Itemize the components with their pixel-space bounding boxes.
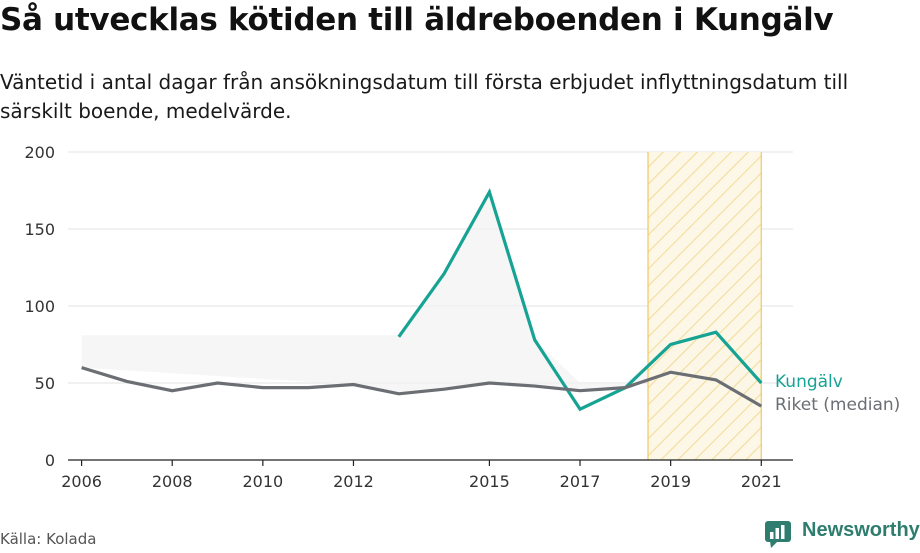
range-band	[81, 192, 762, 407]
x-tick-label: 2015	[469, 472, 510, 491]
x-tick-label: 2010	[242, 472, 283, 491]
chat-chart-icon	[765, 521, 791, 548]
x-tick-label: 2017	[560, 472, 601, 491]
x-tick-label: 2008	[152, 472, 193, 491]
chart-title: Så utvecklas kötiden till äldreboenden i…	[0, 2, 834, 38]
y-tick-label: 100	[24, 297, 55, 316]
riket-median-label: Riket (median)	[775, 395, 900, 415]
y-tick-label: 200	[24, 143, 55, 162]
axes: 0 50 100 150 200 2006 2008 2010 2012 2015 2017 2019…	[24, 143, 793, 491]
y-tick-label: 150	[24, 220, 55, 239]
series-lines	[81, 187, 763, 412]
riket-median-line	[81, 366, 763, 408]
line-chart: 0 50 100 150 200 2006 2008 2010 2012 2015 2017 2019…	[24, 143, 900, 491]
chart-subtitle: Väntetid i antal dagar från ansökningsda…	[0, 70, 849, 123]
series-end-labels: Kungälv Riket (median)	[775, 372, 900, 415]
x-tick-label: 2021	[741, 472, 782, 491]
kungalv-label: Kungälv	[775, 372, 843, 392]
difference-band	[81, 192, 762, 407]
y-tick-label: 50	[35, 374, 55, 393]
highlight-area	[648, 152, 762, 460]
x-tick-label: 2019	[650, 472, 691, 491]
x-tick-label: 2012	[333, 472, 374, 491]
x-tick-label: 2006	[61, 472, 102, 491]
highlight-period	[647, 152, 762, 460]
kungalv-line	[397, 187, 763, 412]
newsworthy-logo[interactable]: Newsworthy	[764, 519, 920, 549]
brand-name: Newsworthy	[802, 519, 920, 541]
y-tick-label: 0	[45, 451, 55, 470]
source-note: Källa: Kolada	[0, 530, 97, 548]
